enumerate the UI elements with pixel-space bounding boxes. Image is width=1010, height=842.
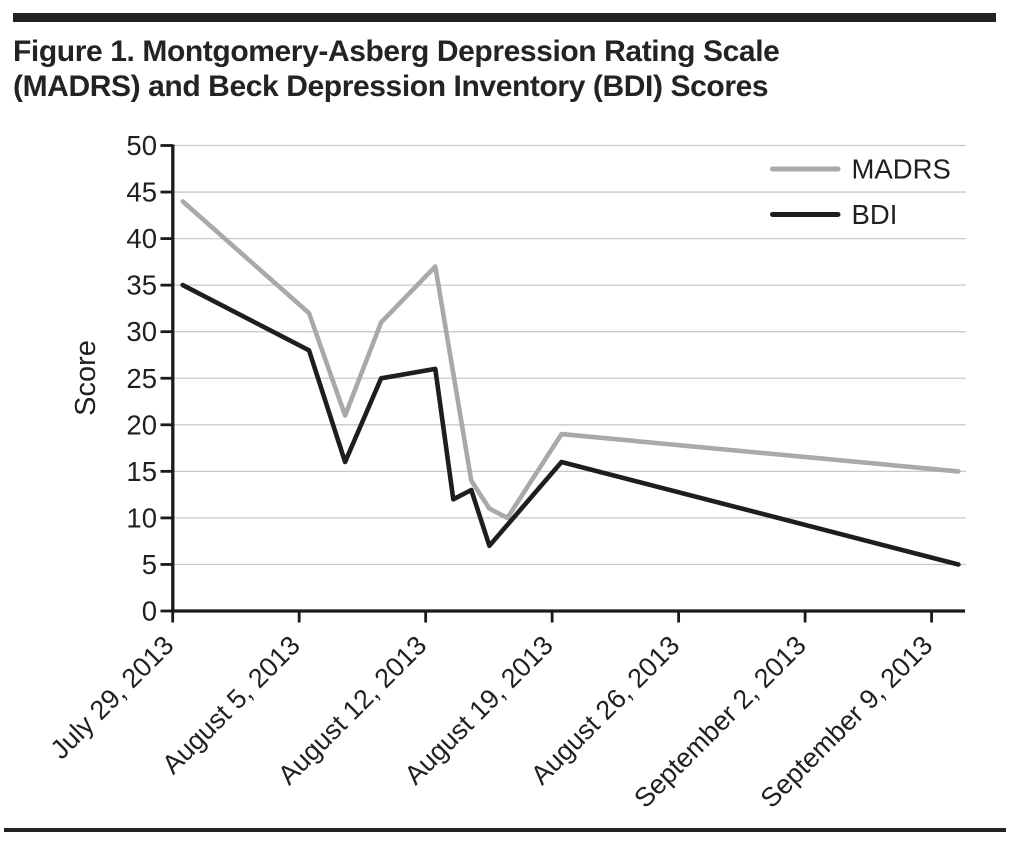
- y-tick-label-40: 40: [126, 223, 157, 254]
- y-tick-label-35: 35: [126, 270, 157, 301]
- x-tick-label-1: July 29, 2013: [45, 630, 180, 765]
- y-tick-label-10: 10: [126, 502, 157, 533]
- y-tick-label-15: 15: [126, 456, 157, 487]
- y-tick-label-5: 5: [142, 549, 157, 580]
- y-tick-label-45: 45: [126, 177, 157, 208]
- bottom-rule: [4, 828, 1006, 832]
- y-axis-title: Score: [70, 340, 102, 416]
- top-rule: [13, 13, 996, 22]
- legend-label-bdi: BDI: [852, 199, 898, 230]
- series-line-bdi: [180, 282, 961, 567]
- figure-title: Figure 1. Montgomery-Asberg Depression R…: [13, 34, 993, 104]
- y-tick-label-20: 20: [126, 409, 157, 440]
- y-tick-label-50: 50: [126, 130, 157, 161]
- y-tick-label-0: 0: [142, 596, 157, 627]
- y-tick-label-25: 25: [126, 363, 157, 394]
- legend-label-madrs: MADRS: [852, 154, 951, 185]
- y-tick-label-30: 30: [126, 316, 157, 347]
- figure-title-line1: Figure 1. Montgomery-Asberg Depression R…: [13, 35, 780, 68]
- figure-title-line2: (MADRS) and Beck Depression Inventory (B…: [13, 70, 769, 103]
- series-line-madrs: [180, 199, 961, 521]
